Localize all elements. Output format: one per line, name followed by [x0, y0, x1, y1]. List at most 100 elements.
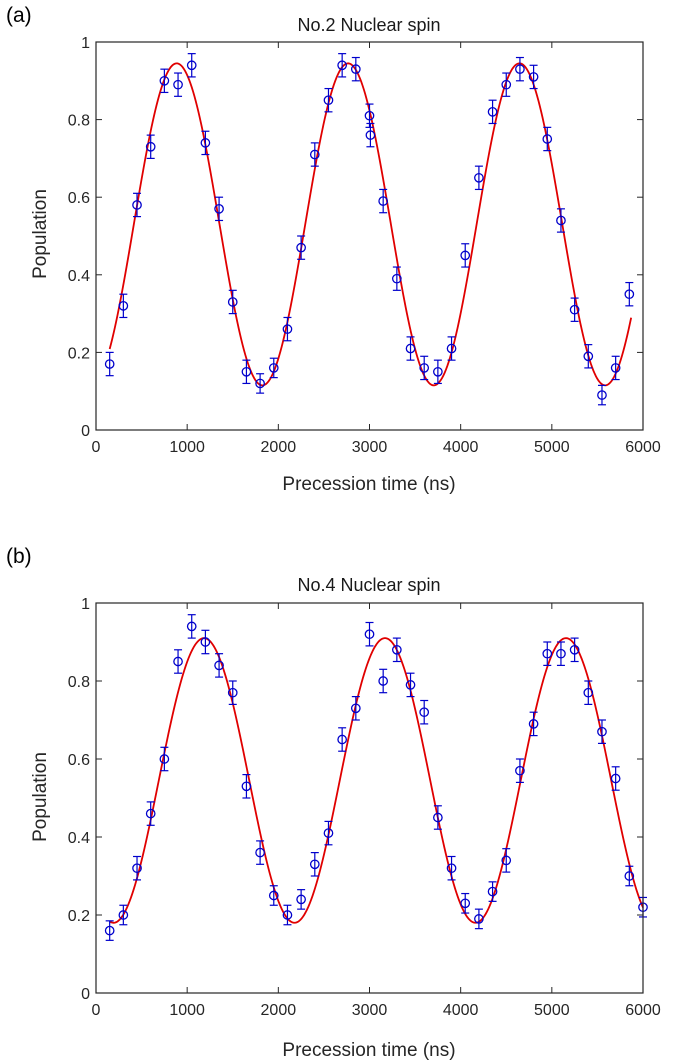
data-point	[597, 719, 607, 745]
data-point	[255, 373, 265, 394]
data-point	[378, 668, 389, 694]
data-point	[624, 281, 635, 307]
data-point	[474, 908, 484, 930]
data-marker	[378, 676, 389, 686]
panel-b-x-tick-label: 3000	[352, 1002, 388, 1019]
fit-curve	[108, 62, 633, 387]
data-marker	[282, 324, 293, 334]
data-point	[309, 142, 320, 167]
data-point	[378, 188, 389, 214]
data-point	[610, 355, 621, 381]
data-marker	[624, 289, 635, 300]
data-point	[433, 805, 443, 830]
data-point	[255, 840, 265, 865]
data-marker	[419, 707, 430, 718]
panel-a-y-tick-label: 0.6	[68, 190, 90, 207]
data-marker	[145, 808, 156, 819]
panel-b-plot-frame	[95, 602, 644, 994]
data-marker	[132, 200, 142, 210]
data-marker	[446, 863, 457, 874]
data-point	[556, 641, 566, 667]
data-point	[474, 165, 484, 191]
panel-a-y-tick-label: 0.8	[68, 113, 90, 130]
data-point	[528, 64, 539, 90]
data-marker	[474, 914, 484, 924]
data-point	[241, 359, 252, 385]
data-marker	[405, 343, 416, 354]
data-marker	[186, 621, 197, 632]
panel-b-x-tick-label: 2000	[261, 1002, 297, 1019]
data-point	[227, 680, 238, 706]
data-marker	[145, 141, 156, 152]
data-marker	[419, 363, 430, 373]
panel-b-x-tick-label: 4000	[443, 1002, 479, 1019]
data-point	[323, 87, 334, 113]
panel-a-fit-curve-group	[108, 62, 633, 387]
data-marker	[405, 680, 416, 690]
data-point	[200, 130, 211, 156]
data-point	[337, 53, 347, 78]
data-marker	[227, 297, 238, 307]
data-marker	[433, 812, 443, 823]
data-marker	[200, 637, 211, 647]
data-marker	[569, 304, 580, 315]
data-marker	[391, 644, 402, 655]
panel-a-y-tick-label: 0	[81, 423, 90, 440]
data-marker	[173, 79, 183, 90]
fit-curve	[109, 637, 644, 924]
data-point	[227, 289, 238, 315]
panel-b-x-tick-label: 1000	[169, 1002, 205, 1019]
panel-a-x-axis-label: Precession time (ns)	[282, 474, 455, 495]
data-marker	[309, 859, 320, 870]
data-point	[200, 629, 211, 655]
data-point	[391, 637, 402, 663]
data-marker	[200, 138, 211, 148]
panel-a-x-tick-label: 3000	[352, 439, 388, 456]
data-marker	[350, 703, 361, 714]
data-point	[501, 848, 512, 873]
data-marker	[227, 687, 238, 698]
data-marker	[323, 95, 334, 106]
data-marker	[378, 196, 389, 206]
data-marker	[391, 273, 402, 284]
data-point	[296, 235, 306, 260]
data-marker	[597, 390, 607, 400]
data-marker	[487, 106, 498, 117]
data-point	[365, 122, 376, 148]
data-marker	[365, 130, 376, 140]
panel-b: (b) No.4 Nuclear spin Precession time (n…	[6, 545, 661, 1061]
data-marker	[446, 343, 457, 354]
data-marker	[515, 765, 525, 776]
data-marker	[528, 72, 539, 82]
data-marker	[487, 886, 498, 897]
data-marker	[104, 925, 115, 936]
panel-a-x-tick-label: 6000	[625, 439, 661, 456]
data-point	[337, 727, 347, 752]
data-point	[583, 344, 594, 369]
data-marker	[337, 60, 347, 71]
data-point	[214, 196, 224, 222]
data-point	[487, 99, 498, 125]
data-marker	[282, 910, 293, 920]
panel-a-x-tick-label: 4000	[443, 439, 479, 456]
panel-b-data-points	[104, 614, 648, 941]
data-point	[282, 316, 293, 342]
data-marker	[214, 660, 224, 671]
panel-b-y-tick-label: 0.6	[68, 752, 90, 769]
data-point	[460, 892, 471, 914]
data-marker	[214, 203, 224, 214]
data-point	[118, 904, 129, 926]
panel-a-x-tick-label: 1000	[169, 439, 205, 456]
data-marker	[104, 359, 115, 369]
panel-a-data-points	[104, 53, 635, 406]
data-point	[597, 384, 607, 406]
panel-a-y-tick-label: 1	[81, 35, 90, 52]
data-marker	[501, 855, 512, 866]
data-marker	[501, 79, 512, 90]
data-point	[159, 746, 170, 772]
data-point	[405, 672, 416, 698]
data-point	[323, 820, 334, 846]
data-point	[419, 355, 430, 381]
data-marker	[255, 378, 265, 389]
data-point	[173, 72, 183, 97]
